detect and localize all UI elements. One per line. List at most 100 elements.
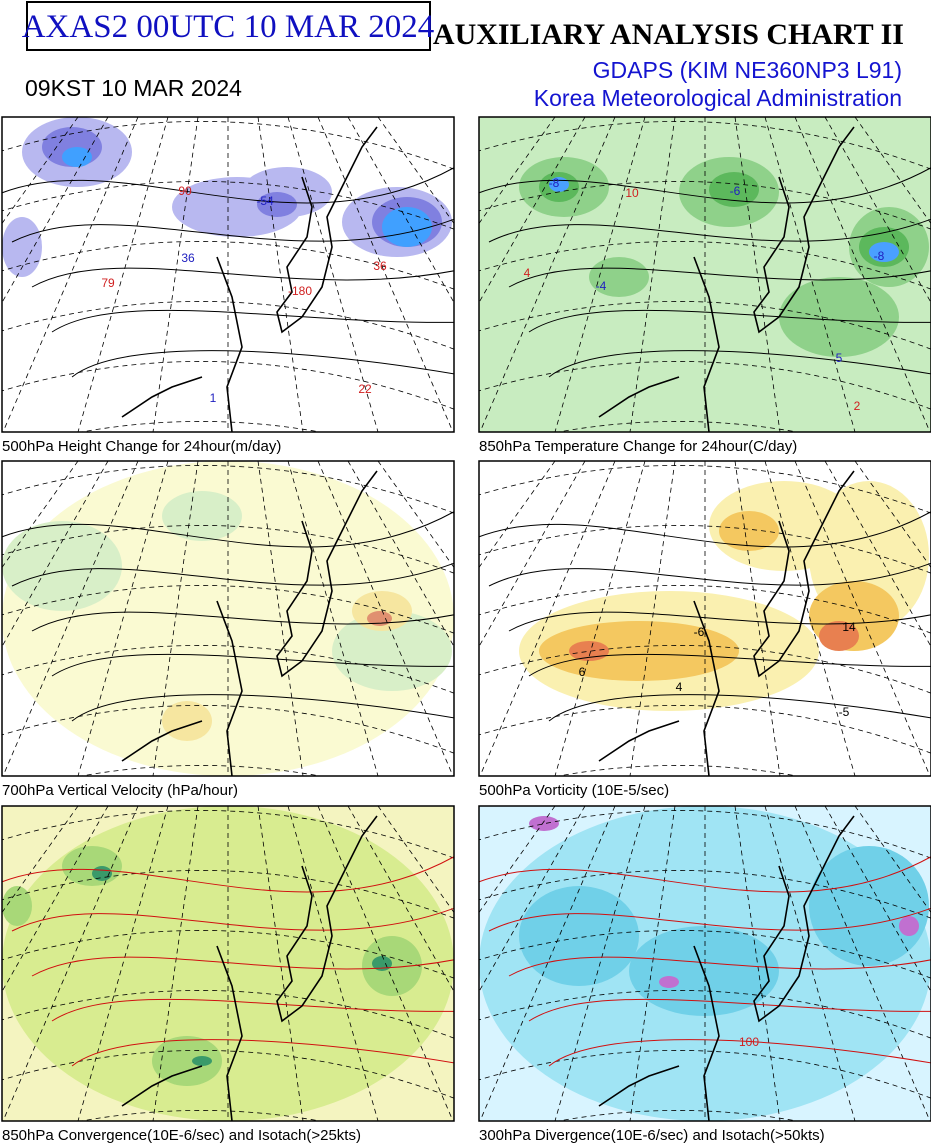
longitude-line [2,117,109,304]
longitude-line [377,461,454,569]
longitude-line [854,117,931,225]
panel-caption: 850hPa Convergence(10E-6/sec) and Isotac… [2,1127,361,1144]
longitude-line [824,117,931,304]
contour-label: 6 [579,665,586,679]
contour [528,653,931,677]
longitude-line [77,117,169,432]
contour-label: -4 [596,279,607,293]
longitude-line [152,461,199,776]
contour-label: -6 [730,184,741,198]
map-panel: 100 300hPa Divergence(10E-6/sec) and Isot… [478,805,931,1144]
longitude-line [794,117,931,432]
shaded-area [367,611,392,626]
panel-caption: 850hPa Temperature Change for 24hour(C/d… [479,438,797,455]
longitude-line [2,461,79,569]
contour [71,350,454,378]
contour [11,907,454,932]
longitude-line [824,461,931,648]
shaded-area [719,511,779,551]
shaded-area [162,491,242,541]
longitude-line [479,117,556,225]
longitude-line [629,806,676,1121]
contour-label: 10 [625,186,639,200]
longitude-line [2,806,79,914]
shaded-area [2,217,42,277]
longitude-line [479,461,556,569]
longitude-line [257,461,304,776]
contour-label: 4 [524,266,531,280]
longitude-line [287,117,379,432]
contour [11,562,454,587]
longitude-line [629,117,676,432]
longitude-line [377,806,454,914]
contour [31,956,454,977]
map-panel: -54 36 79 90 -180 36 22 1 500hPa Height Change f… [1,116,455,455]
longitude-line [479,117,586,304]
longitude-line [554,461,646,776]
longitude-line [2,117,79,225]
map-frame [1,805,455,1122]
shaded-area [899,916,919,936]
map-content: 100 [479,806,931,1121]
contour-label: 90 [178,184,192,198]
longitude-line [479,461,616,776]
map-panel: -8 -6 10 4 -4 -8 5 2 850hPa Temperature Change f… [478,116,931,455]
contour [488,218,931,243]
contour [2,511,454,548]
longitude-line [554,117,646,432]
longitude-line [2,806,109,993]
contour-label: -6 [694,625,705,639]
shaded-area [362,936,422,996]
shaded-area [332,611,452,691]
contour-label: -5 [839,705,850,719]
contour [2,167,454,204]
panel-caption: 700hPa Vertical Velocity (hPa/hour) [2,782,238,799]
shaded-area [382,207,432,247]
contour [488,907,931,932]
map-content [2,461,454,776]
longitude-line [347,461,454,648]
shaded-area [62,147,92,167]
shaded-area [257,192,297,217]
longitude-line [317,806,454,1121]
map-content: -8 -6 10 4 -4 -8 5 2 [479,117,931,432]
shaded-area [869,242,899,262]
coastline [598,470,855,776]
contour [2,856,454,893]
contour [548,1039,931,1067]
contour-label: 5 [836,351,843,365]
map-frame [478,460,931,777]
shaded-area [162,701,212,741]
longitude-line [794,806,931,1121]
shaded-area [62,846,122,886]
contour [31,267,454,288]
longitude-line [479,806,616,1121]
longitude-line [317,461,454,776]
contour-label: 36 [373,259,387,273]
longitude-line [479,806,586,993]
contour-label: 100 [739,1035,759,1049]
contour [508,956,931,977]
code-box-text: AXAS2 00UTC 10 MAR 2024 [22,9,435,45]
agency: Korea Meteorological Administration [534,85,902,111]
longitude-line [479,806,556,914]
map-frame [1,460,455,777]
contour [11,218,454,243]
longitude-line [854,461,931,569]
map-frame [478,116,931,433]
coastline [598,815,855,1121]
shaded-area [539,621,739,681]
longitude-line [152,806,199,1121]
map-panel: -6 4 -5 6 14 500hPa Vorticity (10E-5/sec) [478,460,931,799]
contour-label: 4 [676,680,683,694]
map-panel: 850hPa Convergence(10E-6/sec) and Isotac… [1,805,455,1144]
panel-caption: 500hPa Height Change for 24hour(m/day) [2,438,281,455]
shaded-area [152,1036,222,1086]
shaded-area [192,1056,212,1066]
longitude-line [77,806,169,1121]
contour-label: -180 [288,284,312,298]
map-content [2,806,454,1121]
longitude-line [347,117,454,304]
shaded-area [779,277,899,357]
longitude-line [257,806,304,1121]
